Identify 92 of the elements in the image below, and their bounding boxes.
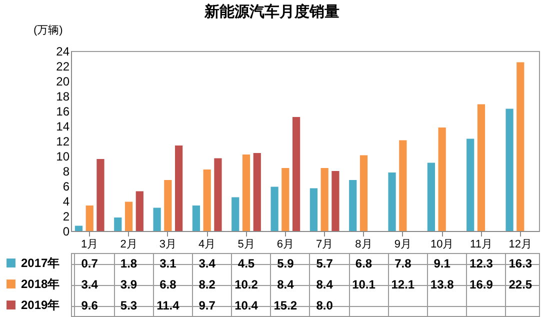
bar [477, 104, 486, 231]
bar [360, 155, 368, 231]
data-label: 11.4 [156, 298, 180, 312]
bar [282, 168, 290, 231]
y-tick-label: 16 [56, 104, 70, 118]
bar [242, 154, 250, 231]
data-label: 15.2 [274, 298, 298, 312]
data-label: 8.0 [316, 298, 334, 312]
data-label: 5.7 [316, 256, 334, 270]
data-label: 16.9 [470, 278, 494, 292]
x-tick-label: 8月 [355, 238, 372, 250]
x-tick-label: 5月 [238, 238, 255, 250]
bar [192, 206, 200, 231]
y-tick-label: 14 [56, 120, 70, 134]
bar [253, 153, 261, 231]
data-label: 3.9 [120, 278, 138, 292]
bar [136, 191, 144, 231]
bar [292, 117, 300, 231]
data-label: 12.1 [391, 278, 415, 292]
bar [214, 158, 222, 231]
data-label: 22.5 [508, 278, 532, 292]
y-tick-label: 0 [62, 224, 70, 238]
data-label: 12.3 [470, 256, 494, 270]
data-label: 1.8 [120, 256, 138, 270]
y-axis-title: (万辆) [34, 24, 63, 36]
y-tick-label: 20 [56, 74, 70, 88]
legend-label: 2019年 [21, 298, 60, 312]
y-tick-label: 8 [62, 164, 70, 178]
data-label: 7.8 [394, 256, 412, 270]
legend-label: 2018年 [21, 277, 60, 291]
bar [399, 140, 407, 231]
data-label: 5.3 [120, 298, 138, 312]
data-label: 13.8 [430, 278, 454, 292]
bar [388, 172, 396, 231]
y-tick-label: 6 [62, 180, 70, 194]
bar [516, 62, 524, 231]
x-tick-label: 11月 [470, 238, 492, 250]
x-tick-label: 6月 [276, 238, 294, 250]
x-tick-label: 12月 [508, 238, 532, 250]
data-label: 9.7 [198, 298, 216, 312]
bar [203, 170, 211, 231]
data-label: 10.2 [234, 278, 258, 292]
x-tick-label: 4月 [198, 238, 216, 250]
bar [270, 186, 278, 231]
bar [175, 146, 183, 231]
data-label: 4.5 [238, 256, 255, 270]
y-tick-label: 10 [56, 150, 70, 164]
data-label: 9.1 [434, 256, 451, 270]
bar [86, 206, 94, 231]
legend-label: 2017年 [21, 256, 60, 270]
bar [74, 226, 83, 231]
x-tick-label: 2月 [120, 238, 138, 250]
y-tick-label: 24 [56, 44, 70, 58]
bar [438, 128, 446, 231]
data-label: 8.4 [316, 278, 334, 292]
data-label: 3.1 [160, 256, 177, 270]
data-label: 8.4 [277, 278, 294, 292]
x-tick-label: 3月 [159, 238, 176, 250]
x-tick-label: 10月 [430, 238, 454, 250]
y-tick-label: 2 [62, 210, 70, 224]
data-label: 6.8 [160, 278, 177, 292]
bar [124, 202, 133, 231]
bar [232, 197, 240, 231]
y-tick-label: 4 [62, 194, 70, 208]
y-tick-label: 12 [56, 134, 70, 148]
data-label: 10.1 [352, 278, 376, 292]
bar [164, 180, 172, 231]
data-label: 9.6 [81, 298, 98, 312]
bar [310, 188, 318, 231]
bar [332, 171, 340, 231]
data-label: 8.2 [198, 278, 216, 292]
y-tick-label: 18 [56, 90, 70, 104]
bar [466, 138, 474, 231]
data-label: 5.9 [277, 256, 294, 270]
bar [153, 208, 161, 231]
bar [349, 180, 357, 231]
y-tick-label: 22 [56, 60, 70, 74]
data-label: 3.4 [198, 256, 216, 270]
bar [506, 108, 514, 231]
bar [427, 162, 435, 231]
data-label: 3.4 [81, 278, 98, 292]
x-tick-label: 9月 [394, 238, 412, 250]
data-label: 0.7 [81, 256, 98, 270]
data-label: 10.4 [234, 298, 258, 312]
data-label: 6.8 [355, 256, 372, 270]
data-label: 16.3 [508, 256, 532, 270]
chart-title: 新能源汽车月度销量 [204, 2, 340, 20]
bar [320, 168, 328, 231]
bar [114, 218, 122, 231]
bar [96, 159, 104, 231]
x-tick-label: 1月 [81, 238, 98, 250]
x-tick-label: 7月 [316, 238, 334, 250]
